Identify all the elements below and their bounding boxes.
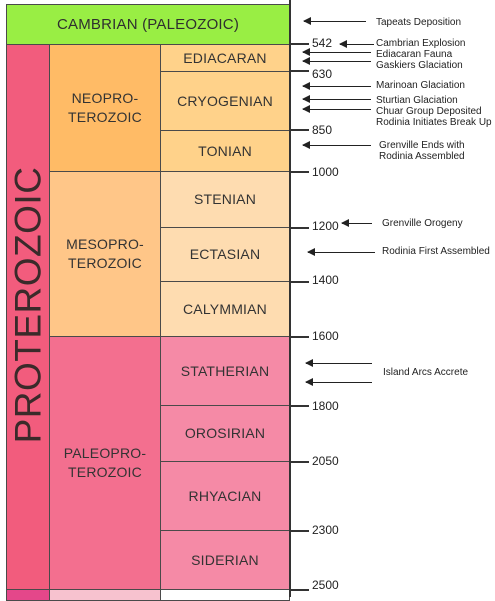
event-rodinia-first: Rodinia First Assembled (382, 246, 490, 257)
arrow-cambrian-explosion (339, 40, 374, 48)
arrow-chuar (302, 105, 371, 113)
period-statherian-label: STATHERIAN (180, 362, 270, 379)
event-grenville-ends: Grenville Ends with Rodinia Assembled (379, 140, 465, 162)
arrow-tapeats (303, 17, 366, 25)
tick-2500 (289, 589, 309, 591)
arrow-rodinia-first (307, 248, 375, 256)
era-paleo-line-1: PALEOPRO- (63, 445, 147, 461)
arrow-marinoan (302, 82, 371, 90)
timeline-axis (289, 0, 291, 597)
event-grenville-orogeny: Grenville Orogeny (382, 218, 463, 229)
period-stenian: STENIAN (160, 171, 290, 228)
arrow-grenville-orogeny (341, 219, 372, 227)
event-island-arcs: Island Arcs Accrete (383, 367, 468, 378)
age-2500: 2500 (312, 578, 339, 592)
era-paleoproterozoic: PALEOPRO- TEROZOIC (49, 336, 161, 590)
event-ediacaran-fauna: Ediacaran Fauna (376, 49, 453, 60)
event-chuar: Chuar Group Deposited (376, 106, 482, 117)
event-island-arcs-text: Island Arcs Accrete (383, 367, 469, 378)
proterozoic-label: PROTEROZOIC (7, 166, 48, 444)
event-group-542: Cambrian Explosion Ediacaran Fauna Gaski… (376, 38, 466, 71)
period-siderian: SIDERIAN (160, 530, 290, 590)
tick-542 (289, 43, 309, 45)
event-marinoan-text: Marinoan Glaciation (376, 80, 465, 91)
arrow-grenville-ends (302, 141, 371, 149)
period-orosirian: OROSIRIAN (160, 405, 290, 462)
era-mesoproterozoic: MESOPRO- TEROZOIC (49, 171, 161, 337)
age-1600: 1600 (312, 329, 339, 343)
period-cryogenian-label: CRYOGENIAN (177, 92, 273, 109)
era-neo-line-1: NEOPRO- (71, 90, 139, 106)
period-cryogenian: CRYOGENIAN (160, 71, 290, 131)
age-1000: 1000 (312, 165, 339, 179)
proterozoic-eon (6, 44, 50, 590)
tick-1800 (289, 405, 309, 407)
tick-1400 (289, 281, 309, 283)
age-1800: 1800 (312, 399, 339, 413)
period-tonian-label: TONIAN (198, 142, 252, 159)
age-2050: 2050 (312, 454, 339, 468)
event-gaskiers: Gaskiers Glaciation (376, 60, 463, 71)
proterozoic-label-wrap: PROTEROZOIC (5, 167, 51, 444)
period-rhyacian-label: RHYACIAN (188, 487, 262, 504)
tick-1000 (289, 171, 309, 173)
period-orosirian-label: OROSIRIAN (184, 425, 266, 441)
period-ediacaran-label: EDIACARAN (183, 49, 267, 66)
period-ectasian-label: ECTASIAN (189, 246, 261, 262)
arrow-island-arcs-lower (305, 378, 372, 386)
event-rodinia-breakup: Rodinia Initiates Break Up (376, 117, 492, 128)
event-cambrian-explosion: Cambrian Explosion (376, 38, 466, 49)
tick-630 (289, 70, 309, 72)
era-meso-line-1: MESOPRO- (66, 236, 144, 252)
age-1200: 1200 (312, 219, 339, 233)
period-statherian: STATHERIAN (160, 336, 290, 406)
period-rhyacian: RHYACIAN (160, 461, 290, 531)
age-542: 542 (312, 36, 333, 50)
cambrian-label: CAMBRIAN (PALEOZOIC) (56, 16, 240, 33)
tick-1600 (289, 336, 309, 338)
event-grenville-ends-line-1: Grenville Ends with (379, 140, 465, 151)
period-ediacaran: EDIACARAN (160, 44, 290, 72)
period-tonian: TONIAN (160, 130, 290, 172)
arrow-island-arcs-upper (305, 359, 372, 367)
period-next-stub (160, 589, 290, 601)
era-neo-line-2: TEROZOIC (68, 109, 142, 125)
eon-next-stub (6, 589, 50, 601)
tick-1200 (289, 227, 309, 229)
period-ectasian: ECTASIAN (160, 227, 290, 282)
event-marinoan: Marinoan Glaciation (376, 80, 465, 91)
age-630: 630 (312, 67, 333, 81)
age-2300: 2300 (312, 523, 339, 537)
tick-2300 (289, 530, 309, 532)
era-next-stub (49, 589, 161, 601)
age-1400: 1400 (312, 273, 339, 287)
period-stenian-label: STENIAN (193, 191, 257, 207)
event-tapeats: Tapeats Deposition (376, 17, 461, 28)
event-rodinia-first-text: Rodinia First Assembled (382, 246, 490, 257)
age-850: 850 (312, 123, 333, 137)
period-siderian-label: SIDERIAN (191, 551, 259, 568)
event-group-cryogenian: Sturtian Glaciation Chuar Group Deposite… (376, 95, 492, 128)
arrow-sturtian (302, 95, 371, 103)
era-neoproterozoic: NEOPRO- TEROZOIC (49, 44, 161, 172)
cambrian-band: CAMBRIAN (PALEOZOIC) (6, 4, 290, 45)
event-grenville-ends-line-2: Rodinia Assembled (379, 151, 465, 162)
arrow-gaskiers (302, 57, 371, 65)
era-paleo-line-2: TEROZOIC (68, 464, 142, 480)
tick-850 (289, 129, 309, 131)
event-tapeats-text: Tapeats Deposition (376, 17, 462, 28)
event-sturtian: Sturtian Glaciation (376, 95, 458, 106)
tick-2050 (289, 461, 309, 463)
arrow-ediacaran-fauna (302, 48, 371, 56)
period-calymmian: CALYMMIAN (160, 281, 290, 337)
era-meso-line-2: TEROZOIC (68, 255, 142, 271)
event-grenville-orogeny-text: Grenville Orogeny (382, 218, 463, 229)
period-calymmian-label: CALYMMIAN (183, 300, 267, 317)
